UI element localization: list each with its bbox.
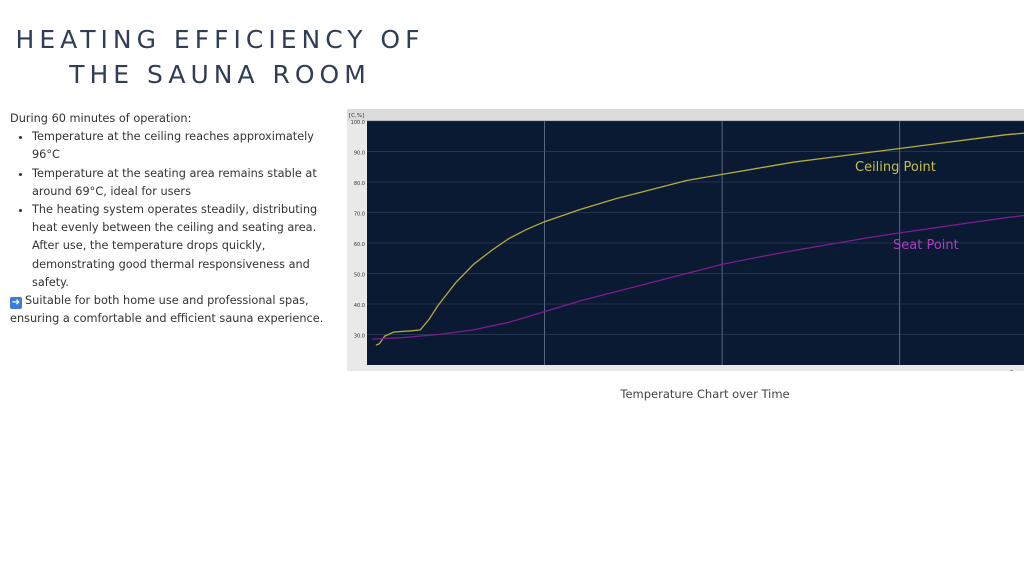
bullet-item: Temperature at the seating area remains … bbox=[32, 165, 340, 201]
y-tick-label: 40.0 bbox=[354, 303, 365, 309]
chart-header-bar bbox=[347, 109, 1024, 121]
y-tick-label: 90.0 bbox=[354, 151, 365, 157]
description: During 60 minutes of operation: Temperat… bbox=[10, 110, 340, 328]
series-label: Ceiling Point bbox=[855, 160, 936, 175]
y-tick-label: 100.0 bbox=[351, 120, 365, 126]
series-line bbox=[375, 132, 1024, 346]
y-axis-label: [C,%] bbox=[349, 113, 364, 119]
intro-text: During 60 minutes of operation: bbox=[10, 112, 192, 125]
y-tick-label: 50.0 bbox=[354, 273, 365, 279]
series-line bbox=[372, 214, 1024, 340]
temperature-chart: 30.040.050.060.070.080.090.0100.0[C,%]10… bbox=[347, 109, 1024, 383]
conclusion: ➜ Suitable for both home use and professi… bbox=[10, 292, 340, 328]
bullet-item: Temperature at the ceiling reaches appro… bbox=[32, 128, 340, 164]
y-tick-label: 60.0 bbox=[354, 242, 365, 248]
y-tick-label: 70.0 bbox=[354, 212, 365, 218]
chart-svg: 30.040.050.060.070.080.090.0100.0[C,%]10… bbox=[347, 109, 1024, 383]
chart-caption: Temperature Chart over Time bbox=[620, 387, 790, 401]
bullet-item: The heating system operates steadily, di… bbox=[32, 201, 340, 292]
series-label: Seat Point bbox=[893, 238, 959, 253]
title-line-1: HEATING EFFICIENCY OF bbox=[15, 25, 425, 54]
bullet-list: Temperature at the ceiling reaches appro… bbox=[10, 128, 340, 292]
title-line-2: THE SAUNA ROOM bbox=[69, 60, 371, 89]
right-arrow-icon: ➜ bbox=[10, 297, 22, 310]
y-tick-label: 30.0 bbox=[354, 334, 365, 340]
x-axis-label: min bbox=[997, 369, 1022, 371]
conclusion-text: Suitable for both home use and professio… bbox=[10, 294, 324, 326]
page-title: HEATING EFFICIENCY OF THE SAUNA ROOM bbox=[0, 22, 440, 92]
y-tick-label: 80.0 bbox=[354, 181, 365, 187]
